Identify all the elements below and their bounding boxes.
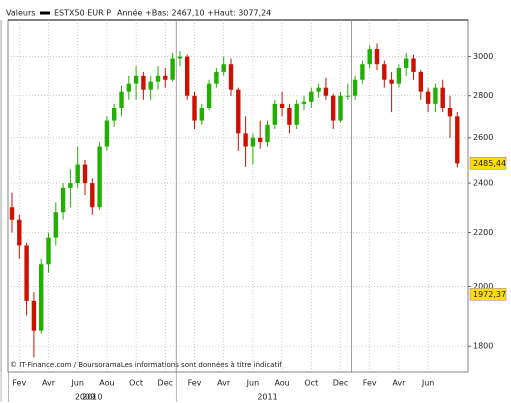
price-badge-label: 1972,37 <box>473 290 506 299</box>
price-badge-label: 2485,44 <box>473 159 506 168</box>
candle-body <box>396 68 402 84</box>
candle-body <box>206 83 212 108</box>
price-badge <box>469 288 507 301</box>
candle-body <box>192 95 197 121</box>
x-tick-label: Oct <box>129 379 143 388</box>
x-tick-label: Aou <box>274 379 289 388</box>
candle-body <box>250 137 256 147</box>
y-tick-label: 2000 <box>473 282 493 291</box>
year-label: 2010 <box>82 393 102 402</box>
candle-body <box>9 207 15 220</box>
candle-body <box>60 187 66 213</box>
candle-body <box>374 49 380 65</box>
candle-body <box>455 116 460 164</box>
candle-body <box>97 146 102 208</box>
y-tick-label: 2600 <box>473 133 493 142</box>
x-tick-label: Fev <box>12 379 26 388</box>
candle-body <box>221 64 226 72</box>
y-tick-label: 3000 <box>473 52 493 61</box>
candle-body <box>104 120 110 147</box>
candle-body <box>323 87 329 96</box>
candle-body <box>316 87 321 92</box>
candle-body <box>411 58 416 72</box>
candle-body <box>82 164 88 184</box>
candle-body <box>440 87 445 108</box>
x-tick-label: Dec <box>333 379 348 388</box>
legend-entry: ESTX50 EUR P <box>54 9 111 18</box>
credit: © IT-Finance.com / BoursoramaLes informa… <box>10 361 282 369</box>
candle-body <box>148 81 153 90</box>
candle-body <box>46 237 51 265</box>
header: Valeurs <box>6 9 35 18</box>
candle-body <box>389 79 394 84</box>
candle-body <box>309 91 314 102</box>
candle-body <box>243 133 248 147</box>
candle-body <box>279 103 285 108</box>
stats: Année +Bas: 2467,10 +Haut: 3077,24 <box>117 8 271 18</box>
candle-body <box>126 83 131 92</box>
x-tick-label: Jun <box>421 379 435 388</box>
candle-body <box>345 95 350 97</box>
candle-body <box>141 75 146 90</box>
candle-body <box>236 89 241 134</box>
candle-body <box>447 107 453 117</box>
candle-body <box>119 91 124 108</box>
candle-body <box>258 137 263 143</box>
y-tick-label: 2200 <box>473 228 493 237</box>
candle-body <box>338 95 343 121</box>
candle-body <box>90 183 95 208</box>
candle-body <box>170 58 175 80</box>
candle-body <box>265 124 270 143</box>
y-tick-label: 1800 <box>473 342 493 351</box>
candle-body <box>133 75 139 84</box>
candle-body <box>17 219 22 246</box>
x-tick-label: Avr <box>392 379 406 388</box>
candle-body <box>352 79 358 96</box>
candle-body <box>214 71 219 84</box>
candle-body <box>382 64 387 80</box>
candle-body <box>272 103 277 125</box>
x-tick-label: Jun <box>70 379 84 388</box>
candle-body <box>301 101 307 104</box>
candle-body <box>433 87 438 104</box>
candle-body <box>112 107 117 121</box>
candle-body <box>75 164 80 184</box>
price-badge <box>469 156 507 170</box>
candle-body <box>287 107 292 125</box>
candle-body <box>155 75 161 82</box>
candle-body <box>177 56 183 59</box>
candle-body <box>185 56 190 96</box>
candle-body <box>53 212 58 238</box>
candle-body <box>294 103 299 125</box>
candle-body <box>163 75 168 80</box>
candle-body <box>404 58 409 69</box>
candle-body <box>24 245 29 301</box>
candle-body <box>425 91 431 104</box>
year-label: 2011 <box>257 393 277 402</box>
x-tick-label: Fev <box>363 379 377 388</box>
year-label: 2009 <box>75 393 95 402</box>
candle-body <box>360 64 365 80</box>
x-tick-label: Avr <box>42 379 56 388</box>
candle-body <box>199 107 204 121</box>
candle-body <box>418 71 423 92</box>
x-tick-label: Aou <box>99 379 114 388</box>
y-tick-label: 2800 <box>473 91 493 100</box>
candle-body <box>228 64 234 90</box>
x-tick-label: Jun <box>246 379 260 388</box>
candle-body <box>31 300 37 331</box>
candle-body <box>39 264 44 331</box>
candle-body <box>367 49 372 65</box>
x-tick-label: Fev <box>188 379 202 388</box>
y-tick-label: 2400 <box>473 179 493 188</box>
x-tick-label: Avr <box>217 379 231 388</box>
candle-body <box>331 95 336 121</box>
candle-body <box>68 183 73 188</box>
x-tick-label: Dec <box>158 379 173 388</box>
x-tick-label: Oct <box>304 379 318 388</box>
